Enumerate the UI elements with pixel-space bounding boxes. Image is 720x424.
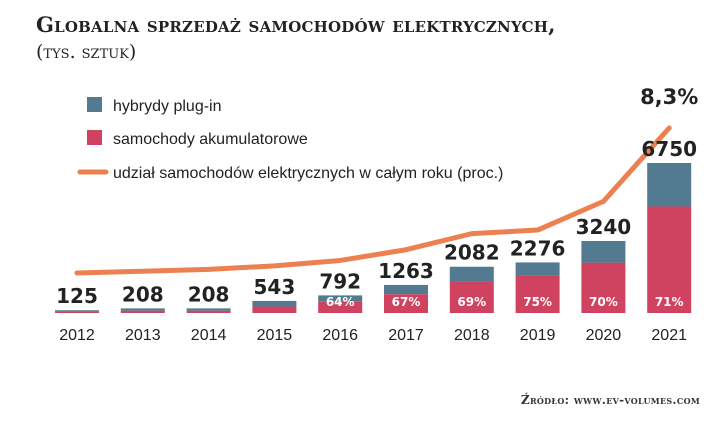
bar-bev-2017: [384, 294, 428, 313]
chart-title: Globalna sprzedaż samochodów elektryczny…: [36, 12, 556, 37]
legend-label-bev: samochody akumulatorowe: [113, 131, 308, 148]
total-label-2019: 2276: [510, 236, 566, 260]
source-note: Źródło: www.ev-volumes.com: [520, 393, 700, 407]
bar-phev-2013: [120, 308, 165, 311]
bev-share-label-2017: 67%: [392, 295, 421, 309]
bar-bev-2016: [318, 301, 363, 313]
year-label-2021: 2021: [651, 327, 687, 344]
legend-swatch-bev: [87, 130, 102, 145]
total-label-2012: 125: [56, 284, 98, 308]
bev-share-label-2020: 70%: [589, 295, 618, 309]
labels: 125 2012 208 2013 208 2014 543 2015 792 64% 2016 12…: [56, 137, 697, 344]
total-label-2017: 1263: [378, 259, 434, 283]
bev-share-label-2018: 69%: [457, 295, 486, 309]
bar-phev-2020: [581, 241, 626, 263]
bar-phev-2014: [186, 308, 231, 311]
bar-bev-2018: [449, 281, 494, 313]
total-label-2013: 208: [122, 282, 164, 306]
year-label-2012: 2012: [59, 327, 95, 344]
bev-share-label-2021: 71%: [655, 295, 684, 309]
bar-phev-2017: [384, 284, 428, 295]
year-label-2013: 2013: [125, 327, 161, 344]
year-label-2017: 2017: [388, 327, 424, 344]
bar-bev-2012: [55, 311, 99, 313]
bars: [55, 163, 692, 313]
year-label-2014: 2014: [191, 327, 227, 344]
bar-bev-2021: [647, 206, 692, 313]
bar-phev-2016: [318, 295, 363, 302]
total-label-2018: 2082: [444, 241, 500, 265]
year-label-2016: 2016: [322, 327, 358, 344]
year-label-2020: 2020: [586, 327, 622, 344]
share-end-label: 8,3%: [640, 85, 698, 109]
bev-share-label-2019: 75%: [523, 295, 552, 309]
bev-share-label-2016: 64%: [326, 295, 355, 309]
total-label-2014: 208: [188, 282, 230, 306]
total-label-2021: 6750: [641, 137, 697, 161]
bar-bev-2014: [186, 310, 231, 313]
year-label-2015: 2015: [257, 327, 293, 344]
legend-label-share: udział samochodów elektrycznych w całym …: [113, 165, 503, 182]
bar-phev-2012: [55, 310, 99, 312]
total-label-2020: 3240: [576, 215, 632, 239]
year-label-2018: 2018: [454, 327, 490, 344]
bar-phev-2015: [252, 300, 297, 307]
bar-phev-2018: [449, 266, 494, 282]
total-label-2016: 792: [319, 269, 361, 293]
share-line: [74, 125, 672, 276]
year-label-2019: 2019: [520, 327, 556, 344]
bar-bev-2013: [120, 310, 165, 313]
legend: hybrydy plug-in samochody akumulatorowe …: [77, 97, 503, 182]
bar-phev-2021: [647, 163, 692, 207]
total-label-2015: 543: [254, 275, 296, 299]
legend-label-phev: hybrydy plug-in: [113, 98, 222, 115]
chart-subtitle: (tys. sztuk): [36, 41, 137, 63]
legend-swatch-phev: [87, 97, 102, 112]
bar-bev-2020: [581, 262, 626, 313]
bar-bev-2015: [252, 306, 297, 313]
bar-bev-2019: [515, 275, 560, 313]
bar-phev-2019: [515, 262, 560, 276]
